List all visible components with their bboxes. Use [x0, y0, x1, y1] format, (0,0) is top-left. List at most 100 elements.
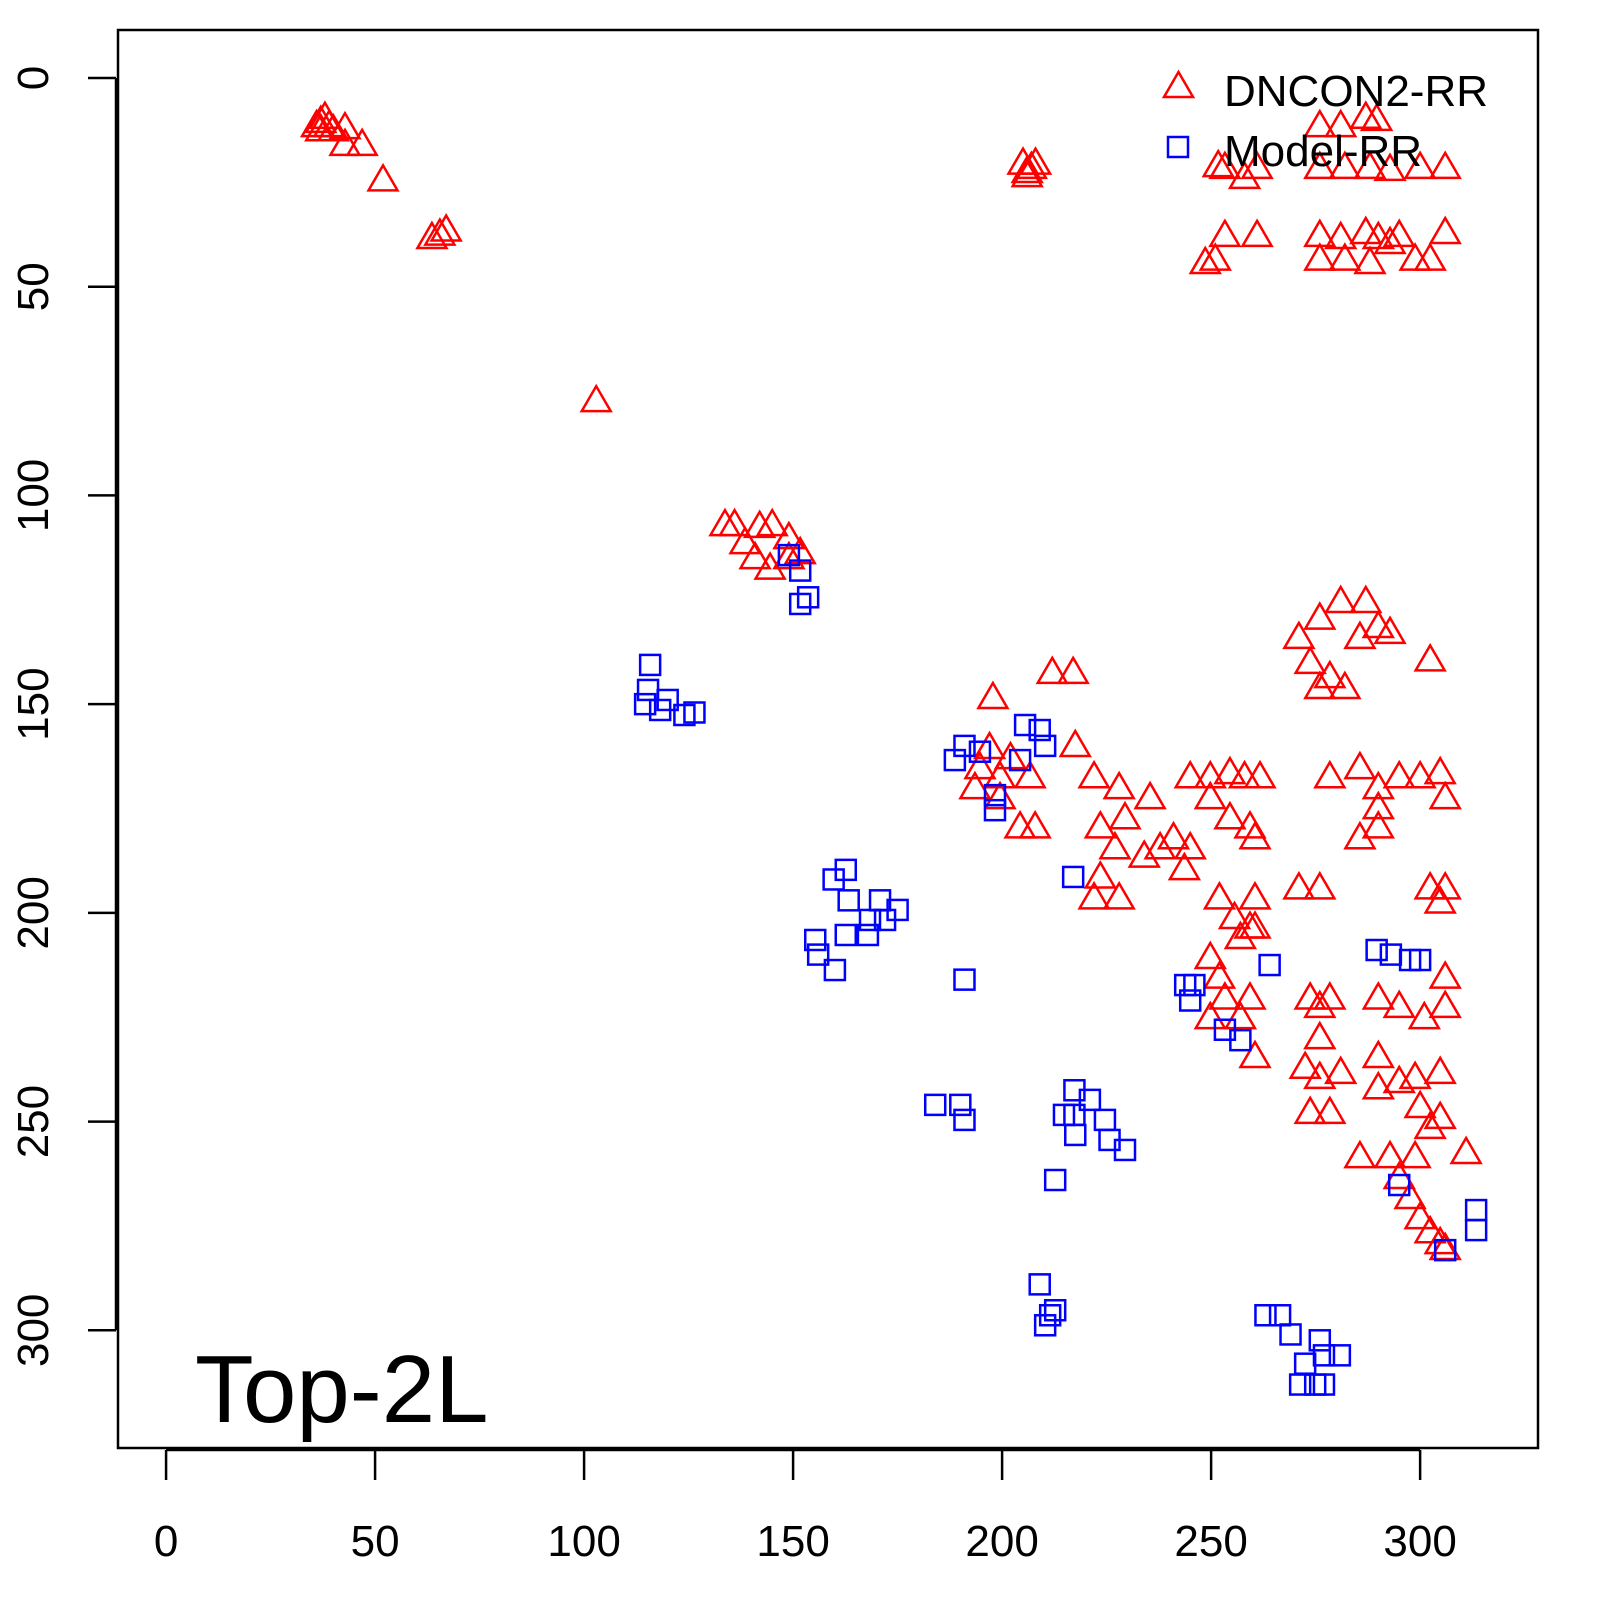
y-tick-label: 0 [9, 66, 58, 90]
model-rr-point [1043, 1298, 1067, 1322]
model-rr-point [1061, 865, 1085, 889]
dncon2-rr-point [1359, 102, 1394, 132]
model-rr-point [983, 783, 1007, 807]
dncon2-rr-point [579, 383, 613, 413]
dncon2-rr-point [1413, 242, 1447, 271]
dncon2-rr-point [328, 127, 362, 157]
model-rr-point [1365, 938, 1388, 962]
dncon2-rr-point [1018, 809, 1052, 839]
dncon2-rr-point [1238, 1039, 1272, 1069]
dncon2-rr-point [1003, 809, 1037, 839]
dncon2-rr-point [1143, 830, 1177, 860]
dncon2-rr-point [976, 680, 1010, 710]
model-rr-point [638, 653, 662, 677]
model-rr-point [834, 923, 858, 947]
dncon2-rr-point [1428, 780, 1462, 810]
dncon2-rr-point [1188, 245, 1222, 275]
dncon2-rr-point [1413, 642, 1447, 672]
legend-label-dncon2: DNCON2-RR [1224, 67, 1488, 116]
dncon2-rr-point [772, 520, 806, 550]
model-rr-point [1254, 1304, 1277, 1327]
dncon2-rr-point [1238, 880, 1272, 910]
dncon2-rr-point [328, 110, 362, 140]
model-rr-point [1258, 953, 1281, 977]
model-rr-point [923, 1093, 947, 1117]
y-axis: 0 50 100 150 200 250 300 [9, 66, 118, 1367]
model-rr-point [1013, 713, 1037, 737]
dncon2-rr-point [1324, 1055, 1358, 1085]
dncon2-rr-point [728, 525, 762, 555]
model-rr-point [1113, 1138, 1137, 1162]
dncon2-rr-point [1303, 670, 1337, 700]
dncon2-rr-point [1213, 800, 1247, 830]
dncon2-rr-point [1193, 759, 1227, 789]
dncon2-rr-point [1373, 225, 1407, 255]
dncon2-rr-point [1303, 108, 1337, 138]
dncon2-rr-point [1293, 981, 1327, 1010]
dncon2-rr-point [1233, 910, 1267, 939]
x-tick-label: 250 [1174, 1517, 1247, 1566]
dncon2-rr-point [1328, 150, 1362, 180]
dncon2-rr-point [1173, 830, 1207, 860]
dncon2-rr-point [1343, 820, 1377, 850]
dncon2-rr-point [1208, 981, 1242, 1010]
dncon2-rr-point [1313, 981, 1347, 1010]
dncon2-rr-point [1361, 809, 1395, 839]
dncon2-rr-point [1413, 870, 1447, 900]
dncon2-rr-point [1361, 220, 1395, 250]
dncon2-rr-point [1293, 1095, 1327, 1125]
model-rr-point [1279, 1323, 1302, 1346]
dncon2-rr-point [1361, 790, 1395, 820]
dncon2-rr-point [423, 217, 457, 246]
model-rr-point [777, 543, 801, 567]
dncon2-rr-point [1313, 659, 1347, 689]
dncon2-rr-point [1303, 601, 1337, 630]
x-tick-label: 0 [154, 1517, 178, 1566]
dncon2-rr-point [1077, 880, 1111, 910]
y-tick-label: 150 [9, 667, 58, 740]
dncon2-rr-point [717, 507, 752, 537]
dncon2-rr-point [753, 551, 787, 580]
y-tick-label: 50 [9, 262, 58, 311]
model-rr-point [1052, 1103, 1076, 1127]
dncon2-rr-point [1313, 759, 1347, 789]
dncon2-rr-point [1343, 620, 1377, 650]
x-tick-label: 100 [547, 1517, 620, 1566]
dncon2-rr-point [1202, 880, 1237, 910]
model-rr-point [1268, 1304, 1292, 1327]
y-tick-label: 250 [9, 1085, 58, 1158]
dncon2-rr-point [312, 108, 346, 138]
model-rr-point [1379, 943, 1403, 966]
model-rr-point [837, 889, 860, 912]
dncon2-rr-point [1324, 584, 1358, 614]
dncon2-rr-point [1361, 609, 1395, 639]
dncon2-rr-point [1058, 728, 1092, 758]
dncon2-rr-point [1243, 759, 1277, 789]
dncon2-rr-point [1303, 870, 1337, 900]
dncon2-rr-point [1428, 989, 1462, 1019]
x-tick-label: 50 [351, 1517, 400, 1566]
model-rr-point [1078, 1088, 1102, 1112]
dncon2-rr-point [1361, 1070, 1395, 1100]
model-rr-point [953, 1108, 976, 1132]
dncon2-rr-point [1423, 885, 1457, 914]
x-axis: 0 50 100 150 200 250 300 [154, 1448, 1457, 1566]
y-tick-label: 300 [9, 1294, 58, 1367]
dncon2-rr-point [983, 759, 1017, 789]
model-rr-point [788, 592, 812, 616]
dncon2-rr-point [1403, 150, 1437, 180]
x-tick-label: 150 [756, 1517, 829, 1566]
dncon2-rr-point [1373, 152, 1407, 182]
dncon2-rr-point [1167, 851, 1202, 881]
dncon2-rr-point [1083, 859, 1118, 889]
dncon2-rr-point [1102, 880, 1136, 910]
dncon2-rr-point [1193, 1000, 1227, 1030]
dncon2-rr-point [1303, 1020, 1337, 1050]
dncon2-rr-point [1193, 940, 1227, 970]
dncon2-rr-point [1108, 800, 1142, 830]
dncon2-rr-point [1398, 242, 1432, 271]
dncon2-rr-point [1056, 655, 1090, 685]
legend-label-model: Model-RR [1224, 127, 1422, 176]
dncon2-rr-point [1133, 780, 1167, 810]
